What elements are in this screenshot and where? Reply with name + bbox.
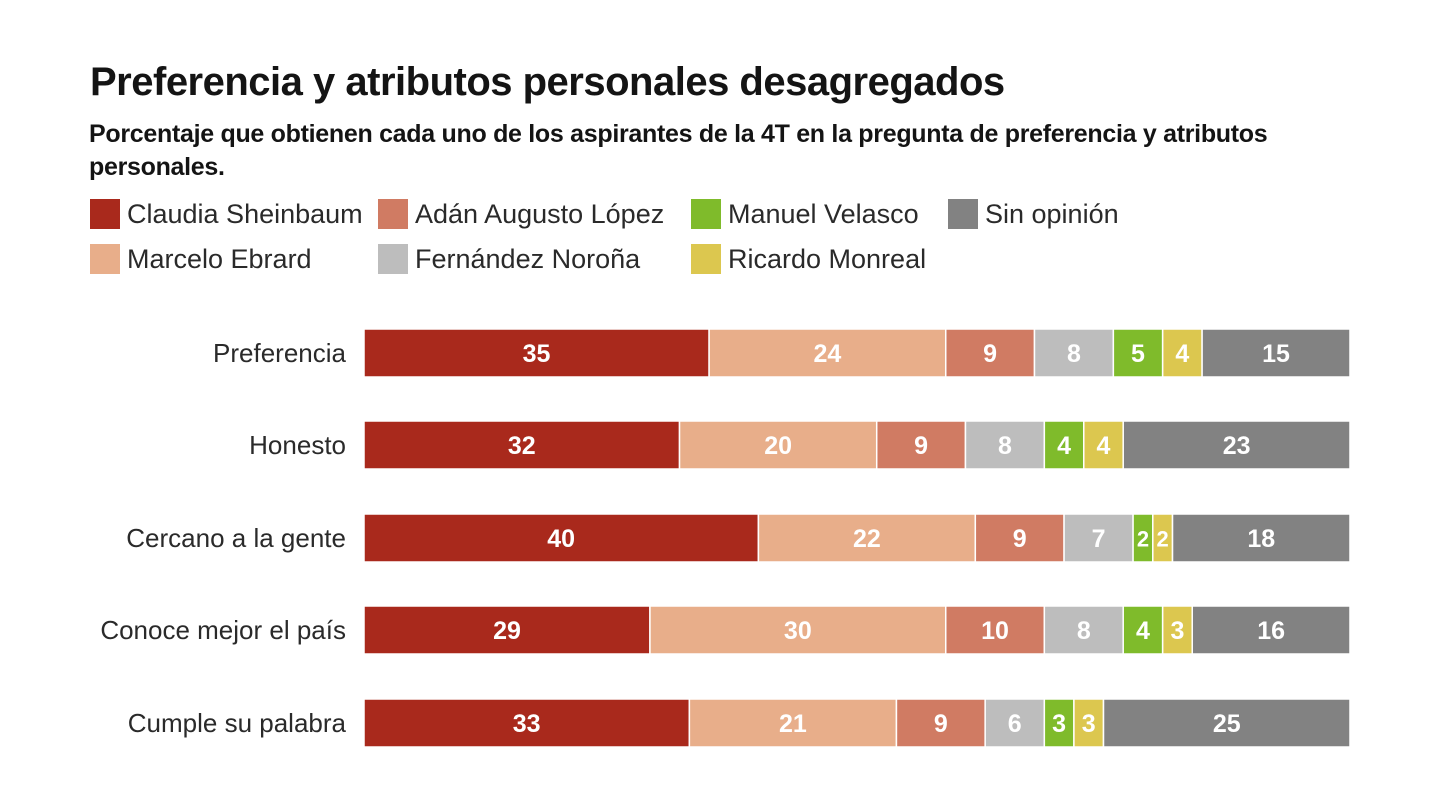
data-label: 5 [1131, 340, 1145, 368]
bar-segment-sin-opinion [1122, 420, 1351, 470]
legend-item-sin-opinion: Sin opinión [948, 199, 1119, 229]
data-label: 35 [523, 340, 551, 368]
bar-segment-fernandez-norona [964, 420, 1046, 470]
data-label: 25 [1213, 710, 1241, 738]
data-label: 32 [508, 432, 536, 460]
category-label: Conoce mejor el país [100, 615, 346, 645]
legend-item-adan-augusto-lopez: Adán Augusto López [378, 199, 664, 229]
bar-segment-fernandez-norona [1063, 513, 1134, 563]
bar-segment-fernandez-norona [1033, 328, 1115, 378]
legend-swatch [90, 244, 120, 274]
bar-segment-marcelo-ebrard [678, 420, 878, 470]
data-label: 29 [493, 617, 521, 645]
bar-segment-claudia-sheinbaum [363, 605, 651, 655]
legend-item-manuel-velasco: Manuel Velasco [691, 199, 919, 229]
bar-segment-sin-opinion [1191, 605, 1351, 655]
category-label: Cumple su palabra [128, 708, 347, 738]
data-label: 40 [547, 525, 575, 553]
data-label: 4 [1175, 340, 1189, 368]
legend-swatch [691, 199, 721, 229]
data-label: 8 [998, 432, 1012, 460]
legend-item-ricardo-monreal: Ricardo Monreal [691, 244, 926, 274]
data-label: 8 [1067, 340, 1081, 368]
legend-label: Adán Augusto López [415, 198, 665, 229]
data-label: 3 [1052, 710, 1066, 738]
chart-title: Preferencia y atributos personales desag… [90, 60, 1005, 104]
bar-segment-fernandez-norona [984, 698, 1046, 748]
bar-segment-claudia-sheinbaum [363, 328, 710, 378]
data-label: 8 [1077, 617, 1091, 645]
data-label: 30 [784, 617, 812, 645]
data-label: 22 [853, 525, 881, 553]
data-label: 6 [1008, 710, 1022, 738]
data-label: 20 [764, 432, 792, 460]
data-label: 23 [1223, 432, 1251, 460]
data-label: 3 [1082, 710, 1096, 738]
data-label: 33 [513, 710, 541, 738]
legend-label: Sin opinión [985, 198, 1119, 229]
data-label: 24 [814, 340, 842, 368]
legend-swatch [378, 199, 408, 229]
legend-label: Marcelo Ebrard [127, 243, 312, 274]
category-label: Honesto [249, 430, 346, 460]
legend-swatch [90, 199, 120, 229]
legend-item-fernandez-norona: Fernández Noroña [378, 244, 640, 274]
data-label: 9 [934, 710, 948, 738]
category-label: Preferencia [213, 338, 346, 368]
data-label: 2 [1137, 527, 1149, 552]
bar-row-cumple-su-palabra: Cumple su palabra 33 21 9 6 3 3 25 [128, 698, 1351, 748]
data-label: 18 [1247, 525, 1275, 553]
bar-segment-claudia-sheinbaum [363, 513, 760, 563]
bar-segment-ricardo-monreal [1161, 328, 1203, 378]
data-label: 7 [1092, 525, 1106, 553]
data-label: 4 [1136, 617, 1150, 645]
bar-segment-adan-augusto-lopez [895, 698, 986, 748]
legend-swatch [948, 199, 978, 229]
bar-row-conoce-mejor-el-pais: Conoce mejor el país 29 30 10 8 4 3 16 [100, 605, 1351, 655]
chart-subtitle: Porcentaje que obtienen cada uno de los … [89, 120, 1268, 181]
data-label: 3 [1170, 617, 1184, 645]
legend-label: Manuel Velasco [728, 198, 919, 229]
bar-segment-sin-opinion [1201, 328, 1351, 378]
bar-segment-fernandez-norona [1043, 605, 1124, 655]
data-label: 15 [1262, 340, 1290, 368]
bar-segment-claudia-sheinbaum [363, 698, 691, 748]
bar-row-preferencia: Preferencia 35 24 9 8 5 4 15 [213, 328, 1351, 378]
data-label: 4 [1057, 432, 1071, 460]
bar-segment-manuel-velasco [1112, 328, 1164, 378]
bar-segment-claudia-sheinbaum [363, 420, 681, 470]
legend-label: Fernández Noroña [415, 243, 641, 274]
data-label: 9 [914, 432, 928, 460]
bar-segment-sin-opinion [1171, 513, 1351, 563]
legend-item-marcelo-ebrard: Marcelo Ebrard [90, 244, 312, 274]
bar-segment-manuel-velasco [1122, 605, 1164, 655]
bar-row-honesto: Honesto 32 20 9 8 4 4 23 [249, 420, 1351, 470]
bar-row-cercano-a-la-gente: Cercano a la gente 40 22 9 7 2 2 18 [126, 513, 1351, 563]
legend-label: Ricardo Monreal [728, 243, 927, 274]
data-label: 21 [779, 710, 807, 738]
legend-item-claudia-sheinbaum: Claudia Sheinbaum [90, 199, 363, 229]
bar-segment-adan-augusto-lopez [944, 605, 1046, 655]
category-label: Cercano a la gente [126, 523, 346, 553]
data-label: 9 [983, 340, 997, 368]
bar-segment-manuel-velasco [1043, 420, 1085, 470]
legend-swatch [378, 244, 408, 274]
data-label: 16 [1257, 617, 1285, 645]
legend-label: Claudia Sheinbaum [127, 198, 363, 229]
bar-segment-ricardo-monreal [1073, 698, 1105, 748]
legend-swatch [691, 244, 721, 274]
data-label: 9 [1013, 525, 1027, 553]
bar-segment-marcelo-ebrard [708, 328, 947, 378]
bar-segment-adan-augusto-lopez [974, 513, 1065, 563]
data-label: 4 [1097, 432, 1111, 460]
data-label: 10 [981, 617, 1009, 645]
bar-segment-sin-opinion [1102, 698, 1351, 748]
data-label: 2 [1157, 527, 1169, 552]
